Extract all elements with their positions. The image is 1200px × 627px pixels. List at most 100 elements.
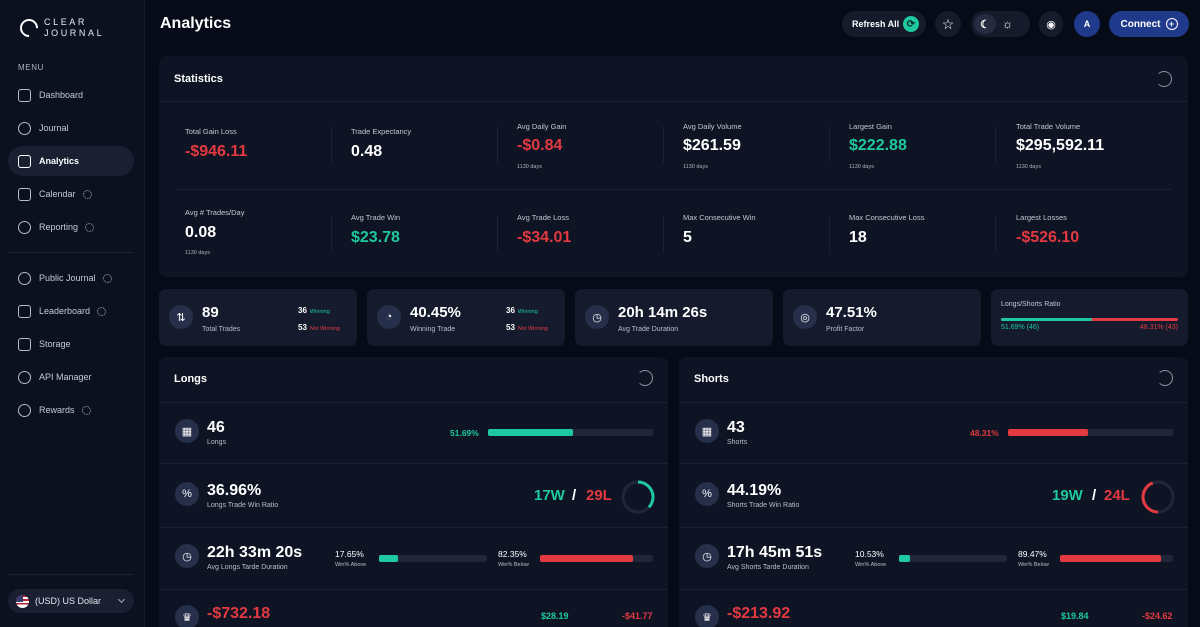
brand-line-1: CLEAR (44, 17, 88, 27)
currency-select[interactable]: (USD) US Dollar (8, 589, 134, 613)
sidebar-item-api-manager[interactable]: API Manager (8, 362, 134, 392)
plus-circle-icon: + (1165, 18, 1178, 30)
stat-label: Total Gain Loss (185, 127, 237, 136)
sidebar-item-public-journal[interactable]: Public Journal (8, 263, 134, 293)
long-short-ratio-card: Longs/Shorts Ratio 51.69% (46) 48.31% (4… (991, 289, 1188, 346)
divider (8, 574, 134, 575)
sidebar-item-label: Public Journal (39, 273, 96, 283)
sidebar-item-label: Journal (39, 123, 69, 133)
longs-losses: 29L (586, 487, 612, 504)
stat-largest-gain: $222.88 (849, 137, 907, 154)
gear-icon[interactable] (85, 222, 95, 232)
connect-label: Connect (1120, 18, 1161, 30)
total-trades-value: 89 (202, 304, 219, 321)
stat-label: Total Trade Volume (1016, 122, 1081, 131)
avg-trade-duration-card: ◷ 20h 14m 26s Avg Trade Duration (575, 289, 773, 346)
stat-sub: 1130 days (517, 164, 542, 170)
ratio-bar (1001, 318, 1178, 321)
total-trades-card: ⇅ 89 Total Trades 36 Winning 53 Not Winnin… (159, 289, 357, 346)
trophy-icon: ♛ (175, 605, 199, 627)
visibility-button[interactable]: ◉ (1039, 11, 1063, 37)
sidebar-item-label: Analytics (39, 156, 80, 166)
shorts-win-ratio-label: Shorts Trade Win Ratio (727, 502, 800, 509)
longs-above-bar (379, 555, 487, 562)
shorts-below-label: Win% Below (1018, 562, 1049, 568)
refresh-all-button[interactable]: Refresh All ⟳ (842, 11, 926, 37)
chart-line-icon (18, 121, 31, 135)
profit-factor-card: ◎ 47.51% Profit Factor (783, 289, 981, 346)
divider (663, 216, 664, 253)
gear-icon[interactable] (82, 189, 92, 199)
moon-icon[interactable]: ☾ (974, 14, 996, 34)
book-icon (18, 337, 31, 351)
gear-icon[interactable] (102, 273, 112, 283)
sidebar-item-reporting[interactable]: Reporting (8, 212, 134, 242)
refresh-icon: ⟳ (903, 16, 919, 32)
shorts-above-label: Win% Above (855, 562, 887, 568)
divider (497, 216, 498, 253)
ratio-long-text: 51.69% (46) (1001, 324, 1040, 331)
sidebar-item-journal[interactable]: Journal (8, 113, 134, 143)
sidebar-item-leaderboard[interactable]: Leaderboard (8, 296, 134, 326)
shorts-duration-label: Avg Shorts Tarde Duration (727, 564, 809, 571)
divider (159, 589, 668, 590)
sidebar-item-label: Leaderboard (39, 306, 91, 316)
sun-icon[interactable]: ☼ (1002, 17, 1013, 31)
avatar-letter: A (1083, 19, 1091, 29)
losing-count: 53 Not Winning (506, 323, 548, 332)
sidebar-item-rewards[interactable]: Rewards (8, 395, 134, 425)
longs-card: Longs ▦ 46 Longs 51.69% % 36.96% Longs T… (159, 357, 668, 627)
shorts-card: Shorts ▦ 43 Shorts 48.31% % 44.19% Short… (679, 357, 1188, 627)
theme-toggle[interactable]: ☾ ☼ (971, 11, 1030, 37)
favorite-button[interactable]: ☆ (935, 11, 961, 37)
shorts-title: Shorts (694, 373, 729, 385)
clock-icon: ◷ (695, 544, 719, 568)
sidebar-item-analytics[interactable]: Analytics (8, 146, 134, 176)
connect-button[interactable]: Connect + (1109, 11, 1189, 37)
winning-count: 36 Winning (506, 306, 538, 315)
longs-below-pct: 82.35% (498, 549, 527, 559)
longs-count-label: Longs (207, 439, 227, 446)
divider (679, 527, 1188, 528)
stat-max-consecutive-loss: 18 (849, 229, 867, 246)
divider (331, 126, 332, 163)
gear-icon[interactable] (97, 306, 107, 316)
avatar[interactable]: A (1074, 11, 1100, 37)
sidebar-item-dashboard[interactable]: Dashboard (8, 80, 134, 110)
divider (8, 252, 134, 253)
divider (159, 463, 668, 464)
divider (995, 126, 996, 163)
pie-icon: ◔ (377, 305, 401, 329)
logo[interactable]: CLEAR JOURNAL (16, 15, 104, 41)
profit-factor-value: 47.51% (826, 304, 877, 321)
shorts-wins: 19W (1052, 487, 1083, 504)
report-icon (18, 220, 31, 234)
stat-label: Avg Trade Win (351, 213, 401, 222)
sidebar-item-storage[interactable]: Storage (8, 329, 134, 359)
loading-icon[interactable] (1157, 370, 1173, 386)
longs-duration: 22h 33m 20s (207, 544, 303, 561)
loading-icon[interactable] (1156, 71, 1172, 87)
stat-label: Avg # Trades/Day (185, 208, 245, 217)
shorts-above-bar (899, 555, 1007, 562)
sidebar-item-calendar[interactable]: Calendar (8, 179, 134, 209)
longs-pct: 51.69% (450, 428, 479, 438)
winning-trade-card: ◔ 40.45% Winning Trade 36 Winning 53 Not W… (367, 289, 565, 346)
stat-label: Avg Daily Gain (517, 122, 567, 131)
trophy-icon: ♛ (695, 605, 719, 627)
gear-icon[interactable] (81, 405, 91, 415)
shorts-below-pct: 89.47% (1018, 549, 1047, 559)
shorts-duration: 17h 45m 51s (727, 544, 823, 561)
loading-icon[interactable] (637, 370, 653, 386)
stat-label: Max Consecutive Loss (849, 213, 925, 222)
stat-avg-trade-loss: -$34.01 (517, 229, 572, 246)
chevron-down-icon (117, 595, 126, 604)
stat-label: Largest Losses (1016, 213, 1067, 222)
stat-total-trade-volume: $295,592.11 (1016, 137, 1105, 154)
losing-count: 53 Not Winning (298, 323, 340, 332)
winning-count: 36 Winning (298, 306, 330, 315)
longs-title: Longs (174, 373, 207, 385)
shorts-count: 43 (727, 419, 745, 436)
divider (159, 101, 1188, 102)
stat-label: Trade Expectancy (351, 127, 412, 136)
